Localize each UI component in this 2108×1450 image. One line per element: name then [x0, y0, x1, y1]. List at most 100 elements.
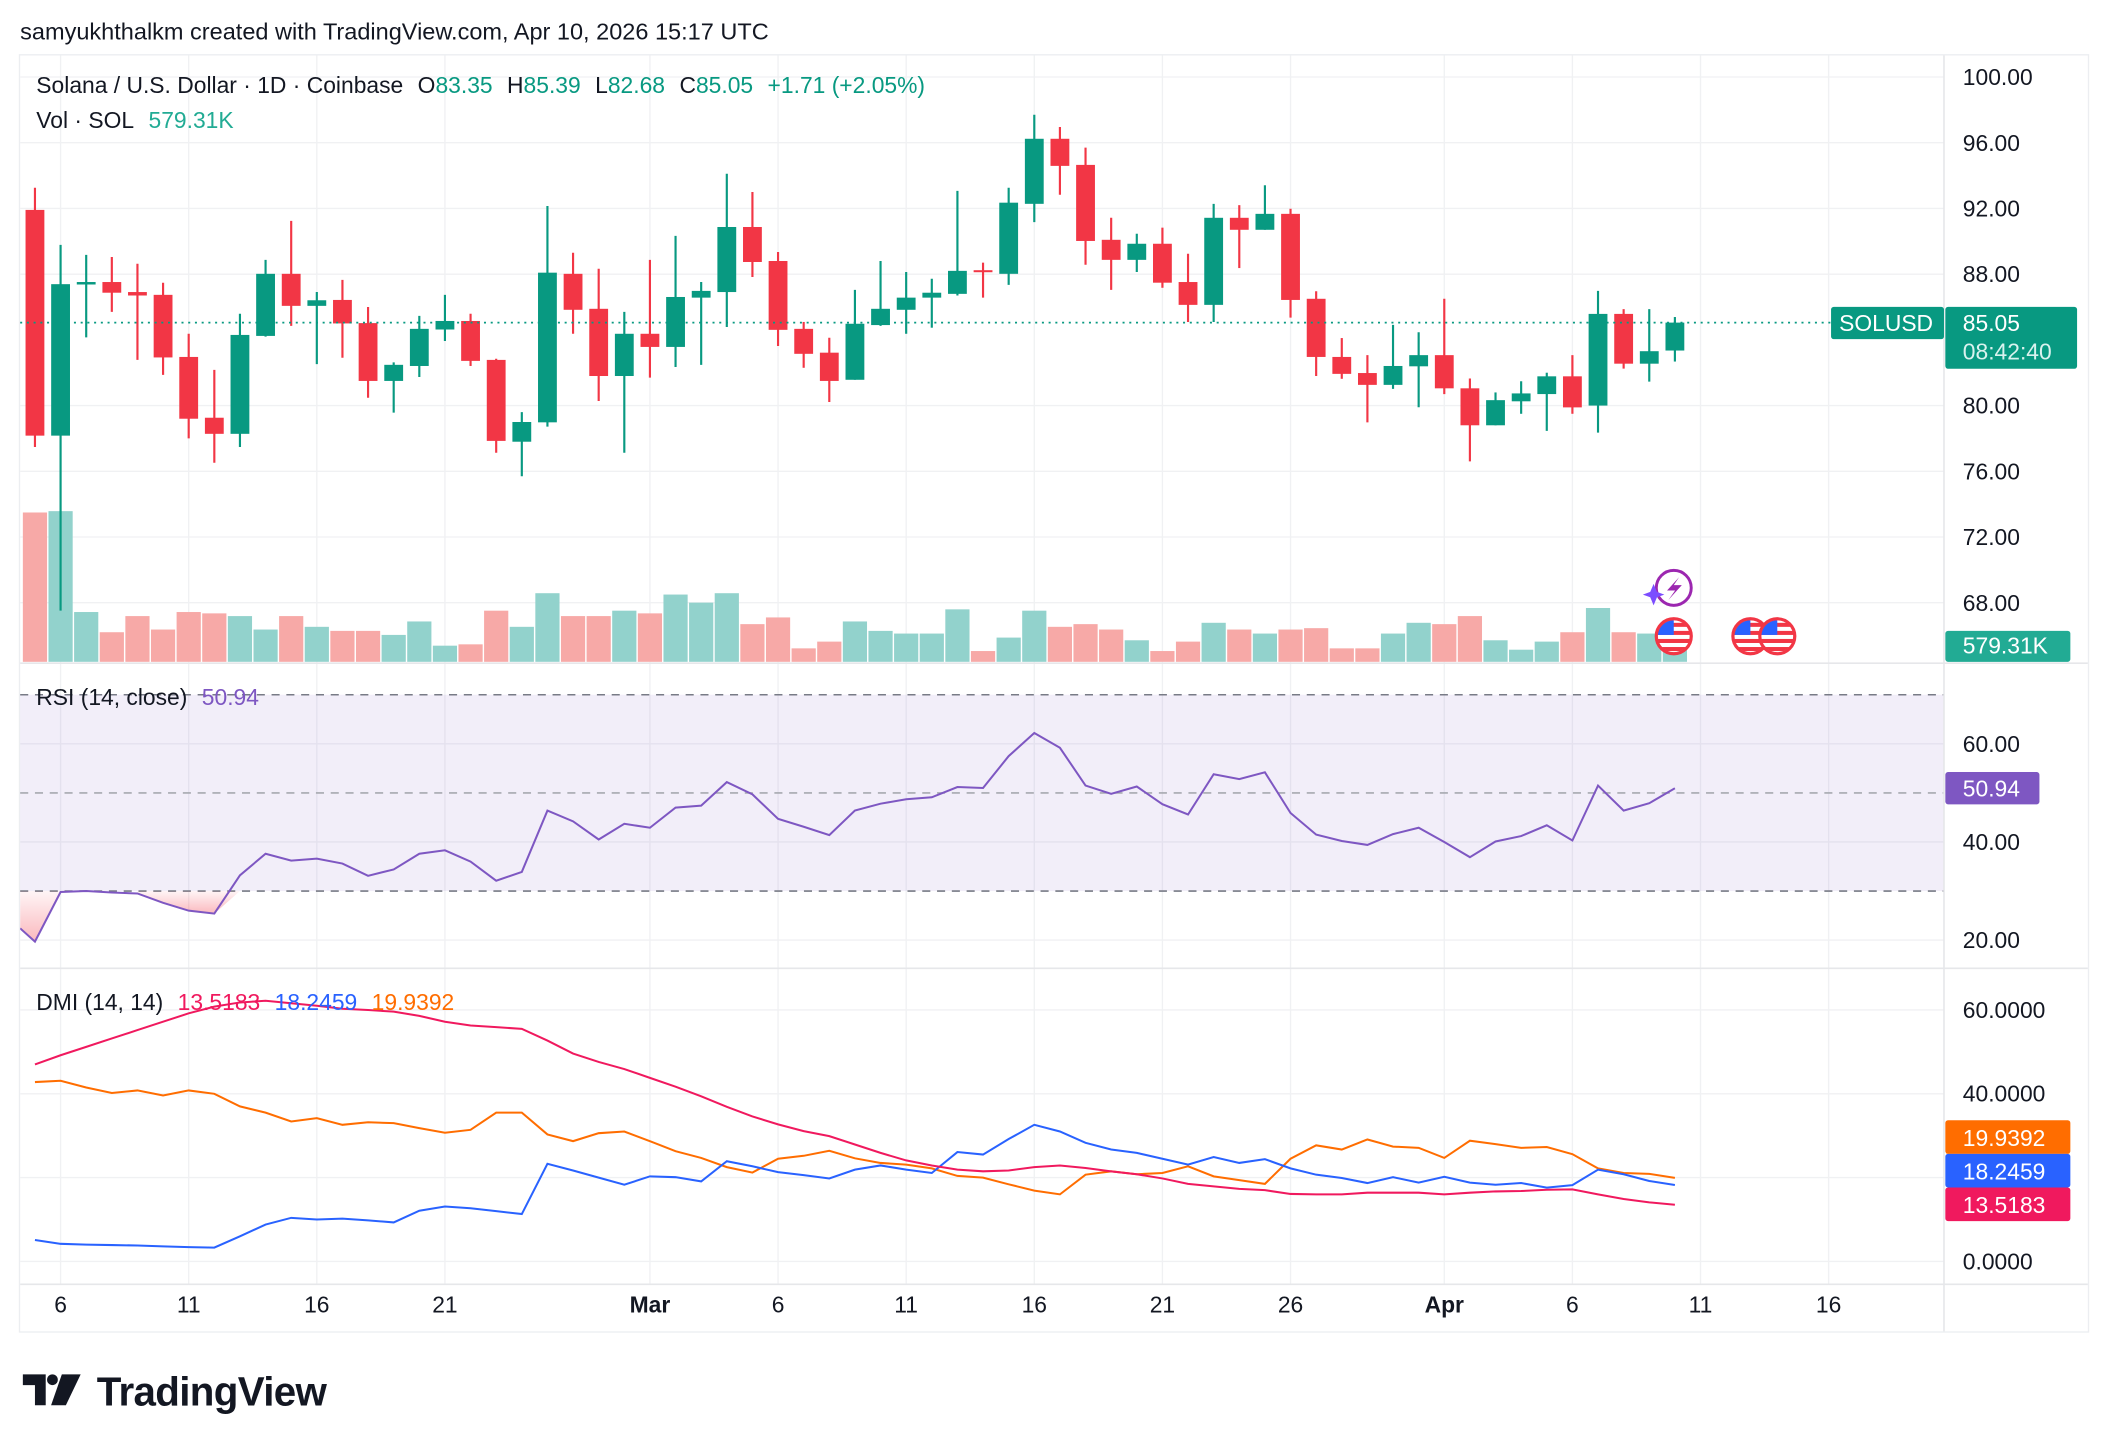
candle-up	[666, 235, 685, 367]
volume-bar	[1432, 624, 1457, 662]
volume-tag: 579.31K	[1945, 630, 2071, 662]
volume-bar	[330, 630, 355, 662]
minus-di-line[interactable]	[34, 1079, 1676, 1196]
rsi-axis-label: 40.00	[1963, 829, 2020, 855]
candle-up	[230, 313, 250, 447]
candle-body	[1562, 376, 1582, 408]
rsi-tag-text: 50.94	[1963, 775, 2020, 801]
candle-down	[1434, 298, 1454, 395]
candle-body	[1281, 213, 1300, 300]
volume-bar	[1585, 608, 1611, 662]
candle-body	[666, 296, 685, 347]
time-axis-label: 16	[1022, 1291, 1047, 1317]
candle-up	[948, 190, 967, 296]
price-axis-label: 68.00	[1963, 590, 2020, 616]
tradingview-logo[interactable]: TradingView	[22, 1368, 328, 1414]
candle-up	[1588, 290, 1608, 433]
candle-down	[153, 282, 173, 375]
volume-bar	[176, 612, 201, 662]
candle-up	[717, 173, 737, 328]
symbol-description[interactable]: Solana / U.S. Dollar · 1D · Coinbase	[36, 72, 403, 98]
candle-up	[1511, 381, 1531, 414]
rsi-axis[interactable]: 60.00 40.00 20.00	[1963, 731, 2020, 953]
dmi-title[interactable]: DMI (14, 14)	[36, 989, 163, 1015]
candle-up	[51, 244, 70, 611]
candle-body	[896, 297, 916, 310]
close-label: C	[679, 72, 695, 98]
low-value: 82.68	[608, 72, 665, 98]
bar-countdown-text: 08:42:40	[1963, 338, 2052, 364]
price-axis-label: 80.00	[1963, 393, 2020, 419]
candle-up	[1409, 332, 1429, 408]
earnings-event-lightning-icon[interactable]	[1654, 568, 1693, 607]
candle-up	[1127, 233, 1147, 273]
candle-up	[512, 412, 532, 477]
candle-up	[76, 254, 96, 338]
rsi-axis-label: 60.00	[1963, 731, 2020, 757]
price-axis-label: 72.00	[1963, 524, 2020, 550]
candle-body	[768, 261, 788, 330]
candle-up	[1486, 392, 1505, 426]
volume-bar	[253, 629, 278, 662]
candle-down	[1332, 338, 1352, 379]
candle-down	[1562, 355, 1582, 414]
candle-body	[51, 284, 70, 436]
candle-body	[128, 292, 147, 296]
adx-line[interactable]	[34, 999, 1675, 1206]
time-axis[interactable]: 6 11 16 21 Mar 6 11 16 21 26 Apr 6 11 16	[54, 1291, 1841, 1317]
dmi-legend: DMI (14, 14) 13.5183 18.2459 19.9392	[36, 989, 454, 1015]
candle-up	[1024, 114, 1044, 223]
price-axis-label: 88.00	[1963, 261, 2020, 287]
candle-body	[538, 272, 557, 423]
dmi-axis-label: 40.0000	[1963, 1080, 2046, 1106]
dmi-axis[interactable]: 60.0000 40.0000 0.0000	[1963, 997, 2046, 1274]
candle-body	[76, 282, 96, 285]
high-label: H	[507, 72, 524, 98]
volume-bar	[1483, 640, 1508, 662]
volume-bar	[970, 651, 996, 662]
candle-down	[794, 321, 814, 368]
candle-down	[819, 337, 839, 402]
volume-bar	[663, 594, 688, 662]
volume-bar	[355, 630, 381, 662]
us-economic-event-flag-icon[interactable]	[1654, 617, 1693, 656]
candle-up	[999, 187, 1019, 285]
rsi-title[interactable]: RSI (14, close)	[36, 684, 187, 710]
candle-up	[922, 278, 942, 328]
volume-bar	[1099, 629, 1124, 662]
minus-di-value: 19.9392	[372, 989, 455, 1015]
volume-bar	[1534, 641, 1559, 662]
candle-body	[743, 226, 762, 262]
price-axis[interactable]: 100.00 96.00 92.00 88.00 80.00 76.00 72.00 68.0…	[1963, 64, 2033, 616]
us-economic-event-flag-icon[interactable]	[1758, 617, 1797, 656]
candle-down	[128, 263, 147, 360]
volume-bar	[1380, 633, 1406, 662]
volume-bar	[1509, 649, 1534, 662]
volume-bar	[1252, 633, 1278, 662]
volume-bar	[945, 609, 970, 662]
price-axis-label: 100.00	[1963, 64, 2033, 90]
candle-body	[1024, 138, 1044, 204]
candle-down	[486, 358, 506, 453]
volume-bar	[1022, 610, 1047, 662]
time-axis-label: Apr	[1425, 1291, 1464, 1317]
flag-graphic	[1657, 620, 1690, 653]
time-axis-label: 16	[1816, 1291, 1841, 1317]
plus-di-tag-text: 18.2459	[1963, 1158, 2046, 1184]
candle-down	[640, 259, 660, 378]
candle-body	[512, 422, 532, 442]
volume-bar	[1201, 622, 1226, 662]
candle-body	[640, 333, 660, 347]
volume-value: 579.31K	[149, 107, 234, 133]
volume-bar	[817, 641, 842, 662]
candle-down	[281, 220, 301, 326]
time-axis-label: 21	[432, 1291, 457, 1317]
candle-body	[1050, 138, 1070, 166]
plus-di-line[interactable]	[34, 1123, 1676, 1249]
rsi-line[interactable]	[20, 731, 1676, 944]
volume-label[interactable]: Vol · SOL	[36, 107, 134, 133]
volume-bar	[765, 617, 791, 662]
candle-body	[717, 226, 737, 293]
candle-body	[461, 320, 480, 361]
